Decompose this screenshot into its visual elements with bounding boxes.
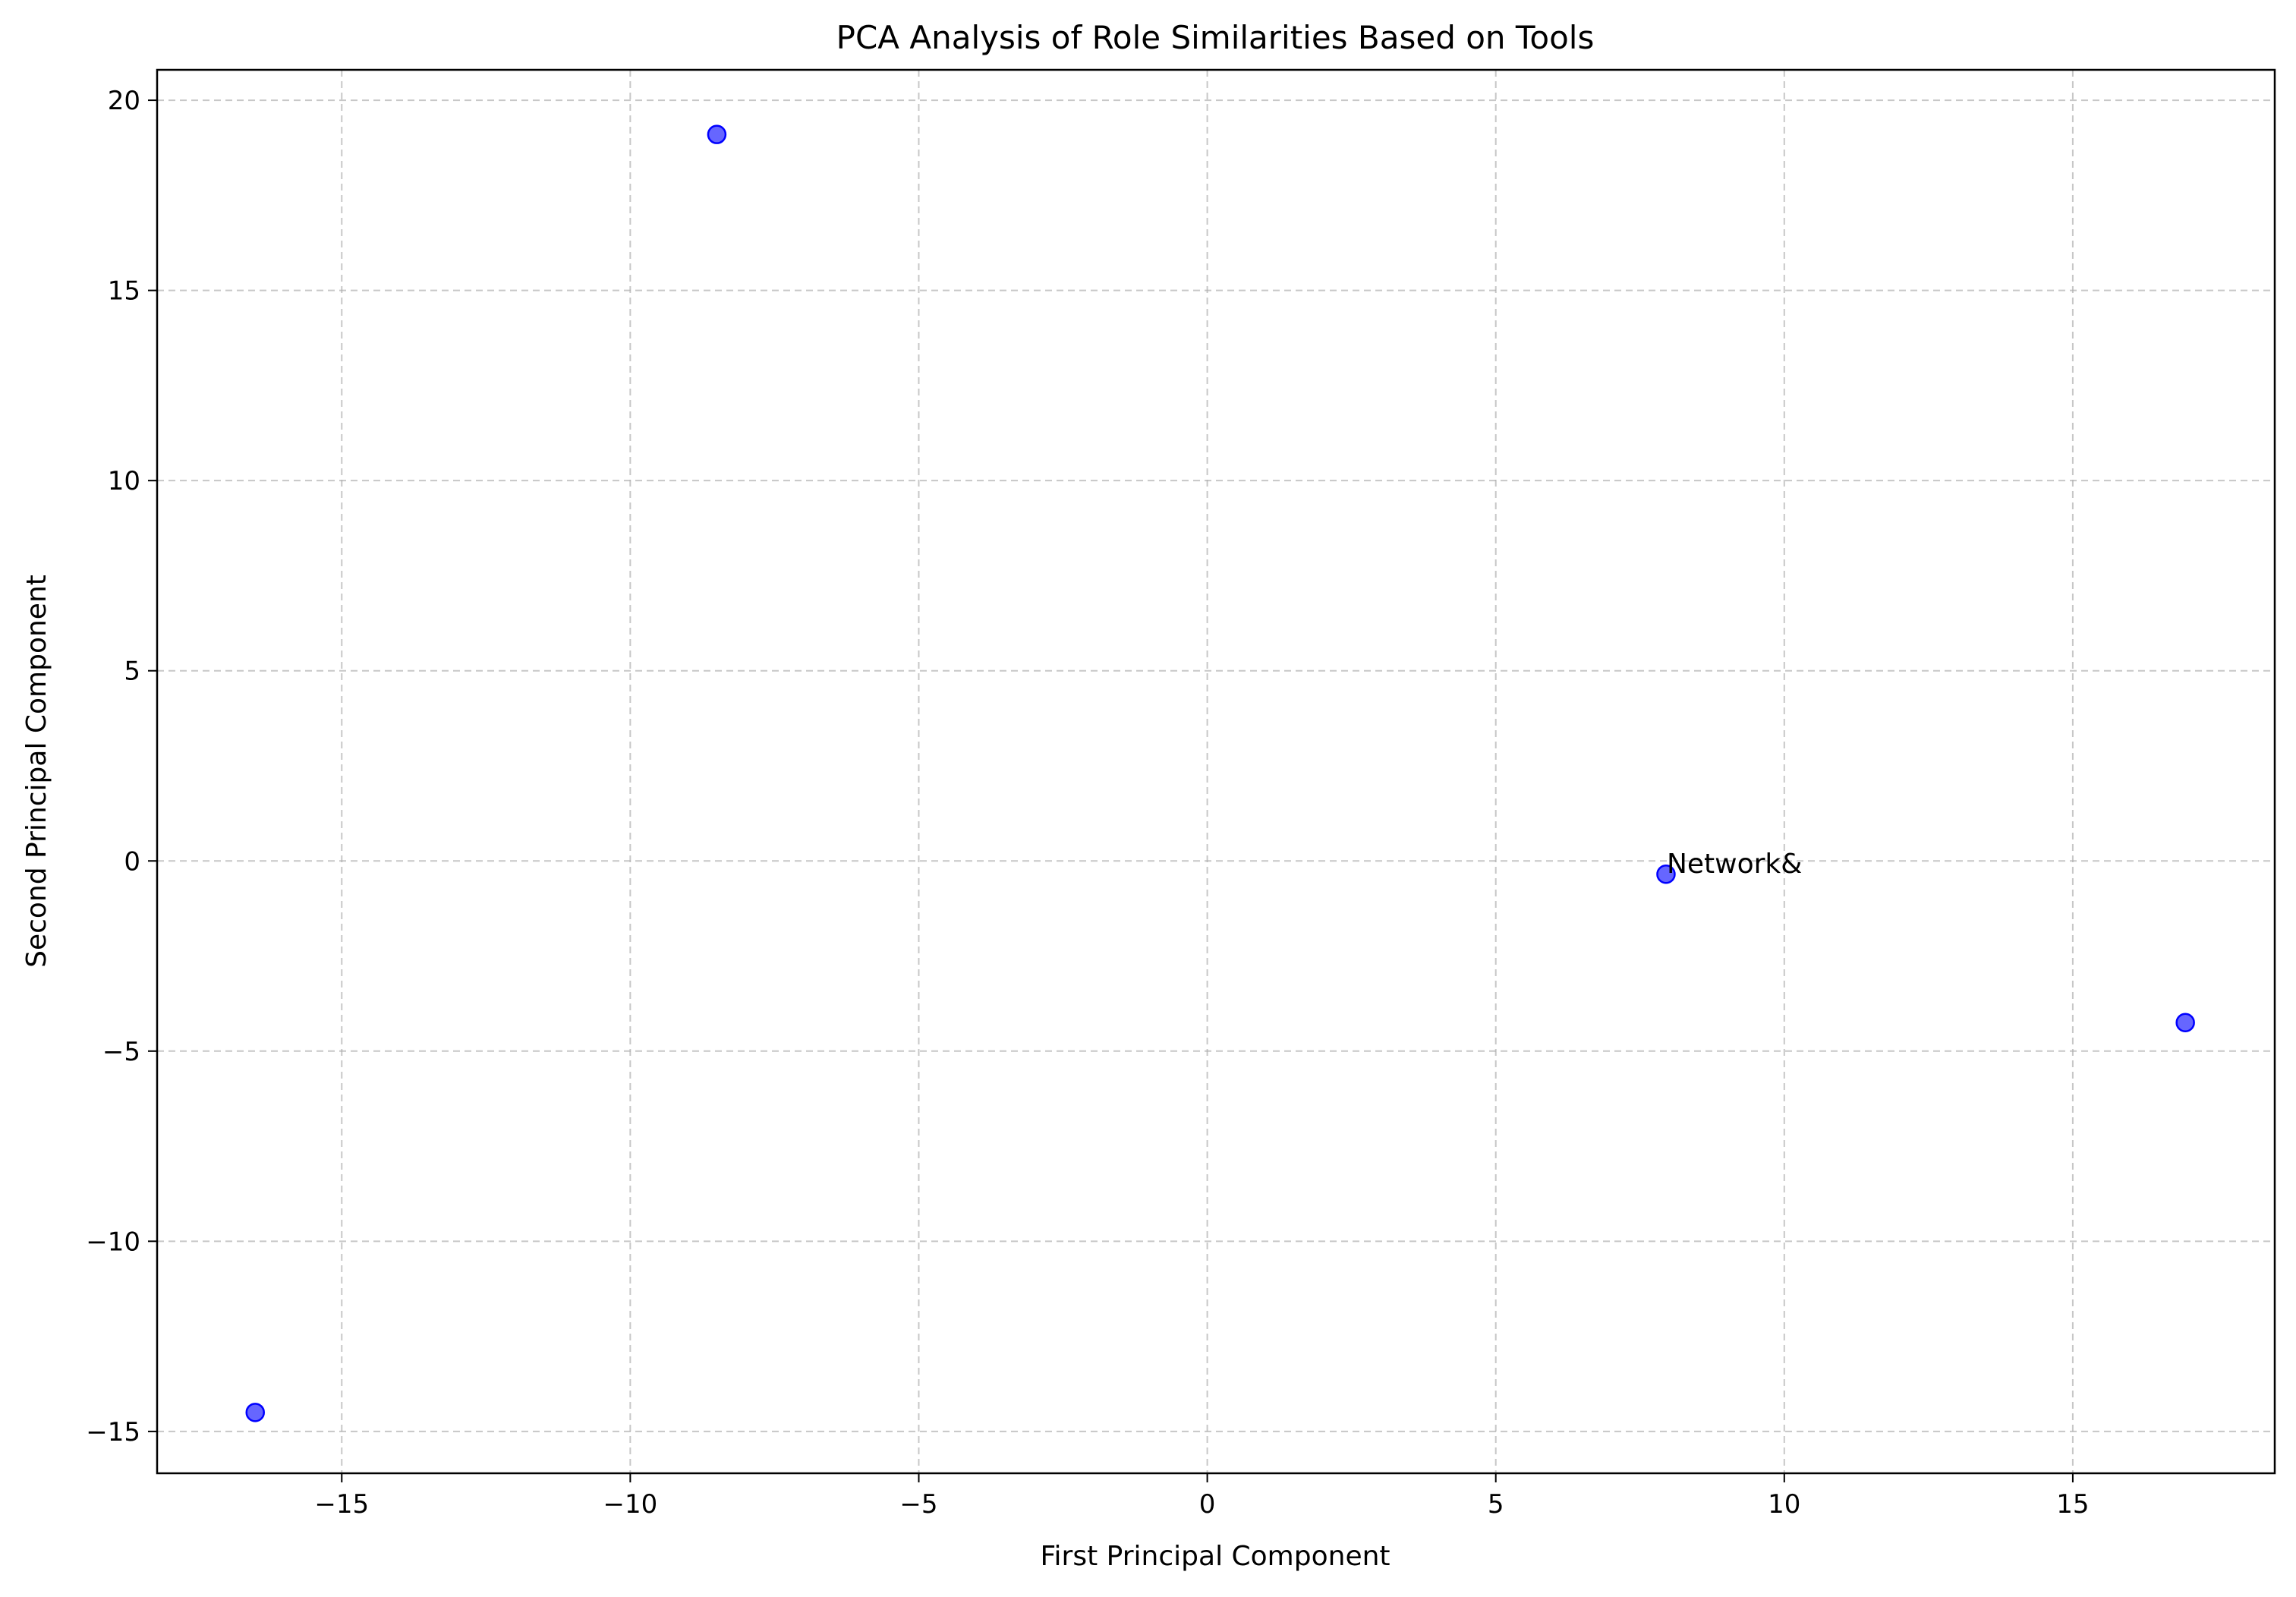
x-tick-label: 10 [1768, 1489, 1800, 1520]
y-tick-label: −15 [86, 1417, 140, 1447]
plot-frame [156, 68, 2276, 1475]
x-tick-label: 15 [2056, 1489, 2089, 1520]
scatter-point [1656, 865, 1676, 884]
y-axis-label: Second Principal Component [21, 575, 52, 968]
x-tick-label: 0 [1199, 1489, 1216, 1520]
y-tick-label: 15 [108, 276, 140, 307]
axis-ticks: −15 −10 −5 0 5 10 15 −15 −10 −5 0 5 10 15 20 [86, 86, 2089, 1520]
x-tick-label: −5 [899, 1489, 937, 1520]
point-annotation: Network& [1667, 849, 1802, 880]
scatter-point [2175, 1013, 2195, 1032]
scatter-point [245, 1403, 265, 1422]
y-tick-label: 20 [108, 86, 140, 116]
y-tick-label: 10 [108, 466, 140, 496]
x-tick-label: −10 [603, 1489, 657, 1520]
y-tick-label: 5 [124, 657, 140, 687]
data-points: Network& [245, 124, 2195, 1422]
chart-title: PCA Analysis of Role Similarities Based … [836, 19, 1595, 56]
y-tick-label: 0 [124, 846, 140, 877]
x-axis-label: First Principal Component [1040, 1541, 1390, 1572]
y-tick-label: −5 [102, 1037, 140, 1067]
y-tick-label: −10 [86, 1227, 140, 1257]
x-tick-label: −15 [314, 1489, 369, 1520]
x-tick-label: 5 [1488, 1489, 1504, 1520]
grid-lines [157, 70, 2275, 1473]
scatter-point [707, 124, 727, 144]
